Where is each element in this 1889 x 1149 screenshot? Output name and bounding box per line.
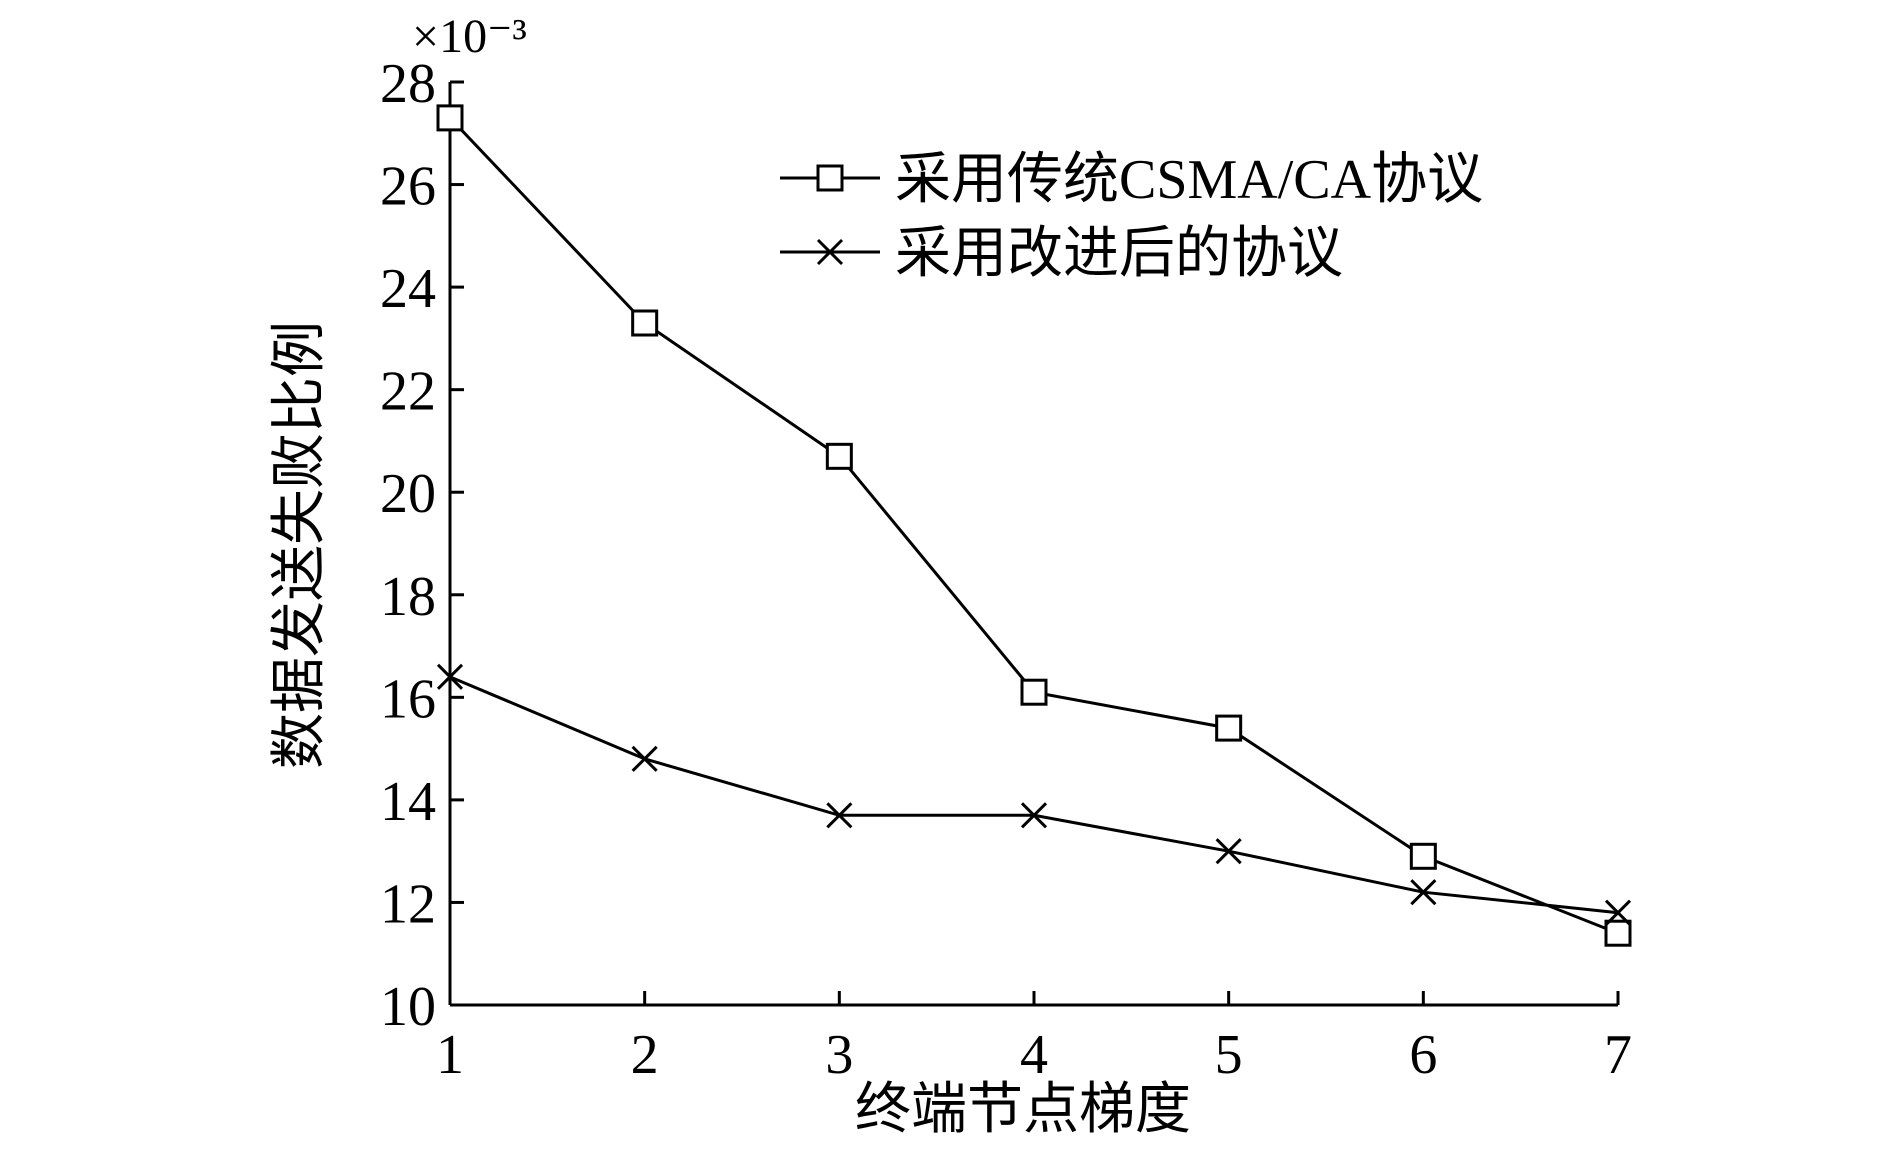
x-tick-label: 3 xyxy=(825,1024,853,1086)
y-axis-multiplier: ×10⁻³ xyxy=(412,10,527,63)
legend-item: 采用传统CSMA/CA协议 xyxy=(780,149,1483,211)
y-tick-label: 24 xyxy=(380,258,436,320)
data-point xyxy=(1604,919,1632,947)
data-point xyxy=(1215,714,1243,742)
y-tick-label: 20 xyxy=(380,463,436,525)
data-point xyxy=(1409,842,1437,870)
x-axis-title: 终端节点梯度 xyxy=(855,1079,1191,1141)
y-tick-label: 18 xyxy=(380,566,436,628)
data-point xyxy=(436,104,464,132)
data-point xyxy=(1604,899,1632,926)
y-tick-label: 26 xyxy=(380,156,436,218)
data-point xyxy=(436,663,464,690)
legend-marker xyxy=(816,238,844,266)
data-point xyxy=(1020,802,1048,829)
series-layer xyxy=(436,104,1632,947)
x-tick-label: 4 xyxy=(1020,1024,1048,1086)
y-tick-label: 12 xyxy=(380,873,436,935)
legend-label: 采用改进后的协议 xyxy=(895,223,1343,285)
data-point xyxy=(1020,678,1048,706)
legend-label: 采用传统CSMA/CA协议 xyxy=(895,149,1483,211)
y-tick-label: 22 xyxy=(380,361,436,423)
series-line xyxy=(449,675,1619,915)
x-tick-label: 6 xyxy=(1409,1024,1437,1086)
data-point xyxy=(825,442,853,470)
data-point xyxy=(826,802,853,829)
legend-item: 采用改进后的协议 xyxy=(780,223,1343,285)
series-2 xyxy=(436,663,1632,926)
x-tick-label: 7 xyxy=(1604,1024,1632,1086)
x-tick-label: 5 xyxy=(1215,1024,1243,1086)
data-point xyxy=(631,309,659,337)
series-1 xyxy=(436,104,1632,947)
x-tick-label: 2 xyxy=(631,1024,659,1086)
x-tick-label: 1 xyxy=(436,1024,464,1086)
legend-marker xyxy=(816,164,844,192)
y-tick-label: 14 xyxy=(380,771,436,833)
y-tick-label: 16 xyxy=(380,668,436,730)
data-point xyxy=(1410,879,1437,906)
data-point xyxy=(1215,838,1242,865)
y-tick-label: 10 xyxy=(380,976,436,1038)
y-axis-title: 数据发送失败比例 xyxy=(269,321,331,769)
data-point xyxy=(631,745,658,772)
y-tick-label: 28 xyxy=(380,53,436,115)
